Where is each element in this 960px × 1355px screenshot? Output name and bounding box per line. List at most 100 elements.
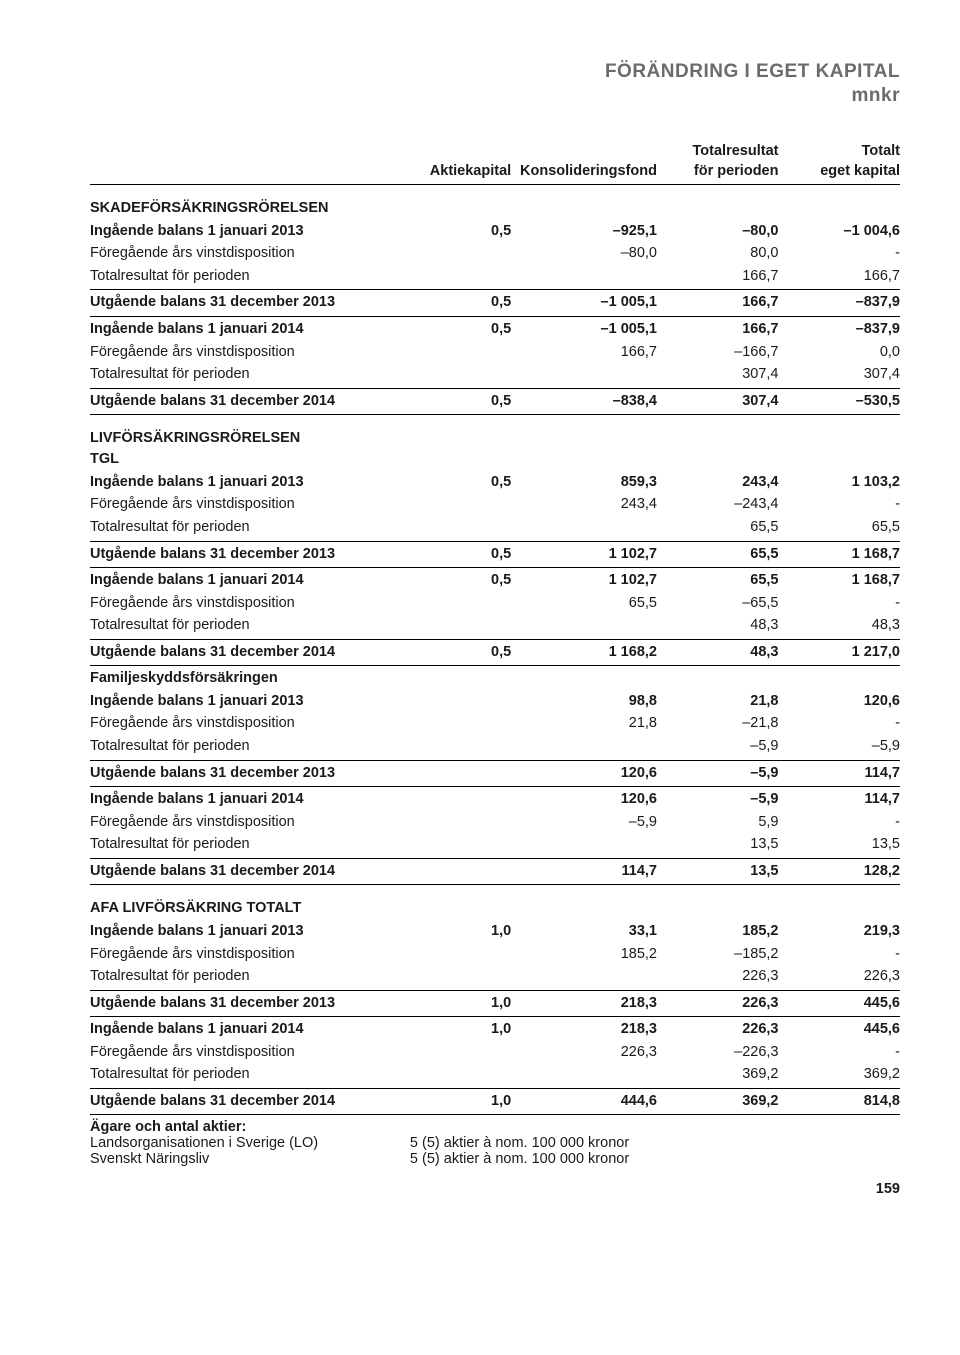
table-cell: 0,5 <box>406 568 511 593</box>
table-cell <box>778 415 900 451</box>
table-cell <box>406 690 511 713</box>
table-cell: 65,5 <box>511 592 657 615</box>
table-cell <box>511 415 657 451</box>
table-cell: - <box>778 811 900 834</box>
table-row: Föregående års vinstdisposition243,4–243… <box>90 494 900 517</box>
table-row: Föregående års vinstdisposition166,7–166… <box>90 341 900 364</box>
table-cell: 1 217,0 <box>778 639 900 666</box>
table-cell <box>511 364 657 389</box>
table-cell: Totalresultat för perioden <box>90 834 406 859</box>
table-cell <box>406 243 511 266</box>
table-cell <box>406 1041 511 1064</box>
table-row: AFA LIVFÖRSÄKRING TOTALT <box>90 885 900 921</box>
table-cell: - <box>778 943 900 966</box>
page-number: 159 <box>90 1181 900 1197</box>
table-cell <box>406 450 511 471</box>
table-cell: –5,9 <box>657 787 779 812</box>
table-cell: Utgående balans 31 december 2013 <box>90 760 406 787</box>
table-row: Totalresultat för perioden226,3226,3 <box>90 966 900 991</box>
table-cell <box>406 592 511 615</box>
owners-heading: Ägare och antal aktier: <box>90 1119 900 1135</box>
table-cell: 243,4 <box>511 494 657 517</box>
document-page: FÖRÄNDRING I EGET KAPITAL mnkr Aktiekapi… <box>0 0 960 1217</box>
table-cell <box>657 885 779 921</box>
table-cell <box>406 494 511 517</box>
table-cell: 114,7 <box>778 787 900 812</box>
table-cell: 114,7 <box>778 760 900 787</box>
table-cell: 0,5 <box>406 316 511 341</box>
table-row: Utgående balans 31 december 20140,5–838,… <box>90 388 900 415</box>
table-cell <box>511 450 657 471</box>
owner-lo-label: Landsorganisationen i Sverige (LO) <box>90 1135 406 1151</box>
table-row: Ingående balans 1 januari 201398,821,812… <box>90 690 900 713</box>
table-cell: Utgående balans 31 december 2013 <box>90 541 406 568</box>
table-cell: 1 168,2 <box>511 639 657 666</box>
table-row: TGL <box>90 450 900 471</box>
table-row: Föregående års vinstdisposition21,8–21,8… <box>90 713 900 736</box>
table-cell: Totalresultat för perioden <box>90 364 406 389</box>
table-cell: 369,2 <box>657 1064 779 1089</box>
table-cell: 13,5 <box>657 858 779 885</box>
table-cell: –530,5 <box>778 388 900 415</box>
table-cell: AFA LIVFÖRSÄKRING TOTALT <box>90 885 406 921</box>
table-cell: –1 004,6 <box>778 220 900 243</box>
table-cell: - <box>778 494 900 517</box>
table-cell: 859,3 <box>511 471 657 494</box>
table-cell: 21,8 <box>511 713 657 736</box>
owner-sn-value: 5 (5) aktier à nom. 100 000 kronor <box>410 1151 629 1167</box>
table-row: Totalresultat för perioden307,4307,4 <box>90 364 900 389</box>
table-cell: 166,7 <box>657 316 779 341</box>
table-cell <box>406 811 511 834</box>
table-cell: 218,3 <box>511 990 657 1017</box>
table-cell: 307,4 <box>778 364 900 389</box>
table-row: Utgående balans 31 december 20130,51 102… <box>90 541 900 568</box>
table-cell: –80,0 <box>657 220 779 243</box>
table-cell: –1 005,1 <box>511 290 657 317</box>
table-cell: 307,4 <box>657 388 779 415</box>
table-cell: Utgående balans 31 december 2013 <box>90 990 406 1017</box>
table-row: Ingående balans 1 januari 20130,5–925,1–… <box>90 220 900 243</box>
table-row: Föregående års vinstdisposition226,3–226… <box>90 1041 900 1064</box>
table-cell: Föregående års vinstdisposition <box>90 592 406 615</box>
table-cell: 0,5 <box>406 541 511 568</box>
table-cell: 0,5 <box>406 639 511 666</box>
table-cell: –243,4 <box>657 494 779 517</box>
table-cell: 48,3 <box>778 615 900 640</box>
table-cell: 65,5 <box>657 541 779 568</box>
table-cell: 1 102,7 <box>511 541 657 568</box>
table-row: Utgående balans 31 december 20131,0218,3… <box>90 990 900 1017</box>
table-cell <box>511 1064 657 1089</box>
table-cell: - <box>778 592 900 615</box>
table-row: SKADEFÖRSÄKRINGSRÖRELSEN <box>90 185 900 221</box>
table-cell <box>406 713 511 736</box>
table-cell <box>406 516 511 541</box>
table-cell: 13,5 <box>778 834 900 859</box>
table-row: Utgående balans 31 december 20141,0444,6… <box>90 1088 900 1115</box>
table-cell: 48,3 <box>657 639 779 666</box>
table-cell: Totalresultat för perioden <box>90 736 406 761</box>
table-cell: Föregående års vinstdisposition <box>90 243 406 266</box>
table-cell: –226,3 <box>657 1041 779 1064</box>
table-row: Föregående års vinstdisposition–80,080,0… <box>90 243 900 266</box>
table-cell: 445,6 <box>778 990 900 1017</box>
table-cell: Utgående balans 31 december 2014 <box>90 858 406 885</box>
table-cell: 65,5 <box>778 516 900 541</box>
table-cell <box>406 1064 511 1089</box>
table-cell: 226,3 <box>657 1017 779 1042</box>
table-row: Föregående års vinstdisposition–5,95,9- <box>90 811 900 834</box>
col-header-aktiekapital: Aktiekapital <box>406 141 511 185</box>
table-row: Ingående balans 1 januari 20140,51 102,7… <box>90 568 900 593</box>
table-cell: 185,2 <box>511 943 657 966</box>
table-cell: –925,1 <box>511 220 657 243</box>
table-cell: Ingående balans 1 januari 2013 <box>90 471 406 494</box>
table-cell <box>657 666 779 691</box>
table-cell: 219,3 <box>778 920 900 943</box>
table-cell <box>406 834 511 859</box>
table-cell <box>657 450 779 471</box>
table-row: Totalresultat för perioden369,2369,2 <box>90 1064 900 1089</box>
table-cell: SKADEFÖRSÄKRINGSRÖRELSEN <box>90 185 406 221</box>
table-row: Ingående balans 1 januari 20130,5859,324… <box>90 471 900 494</box>
table-cell <box>406 885 511 921</box>
table-cell: 369,2 <box>778 1064 900 1089</box>
table-cell: Föregående års vinstdisposition <box>90 811 406 834</box>
